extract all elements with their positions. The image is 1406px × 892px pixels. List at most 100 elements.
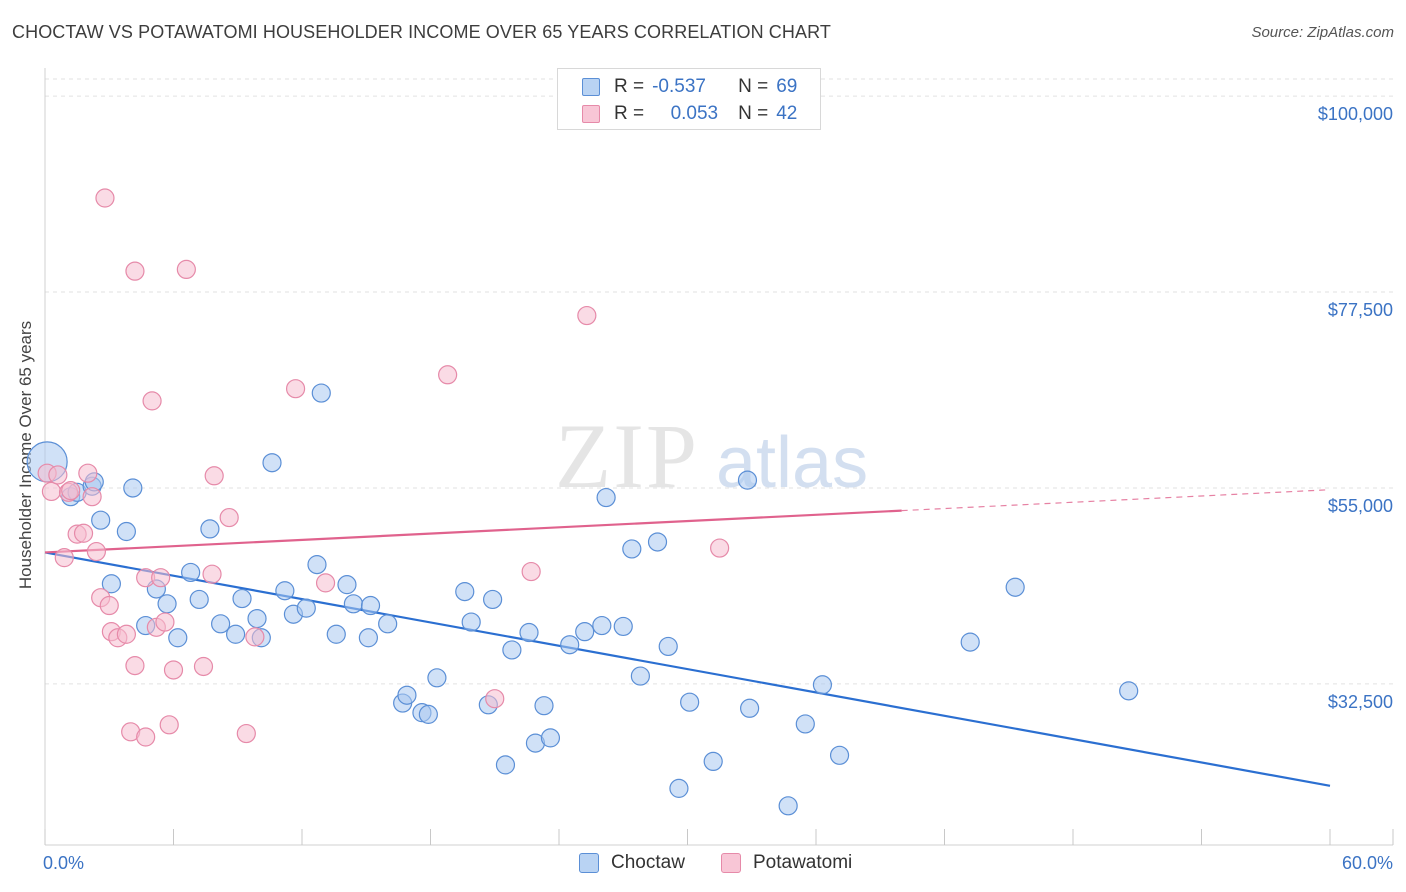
- choctaw-point: [275, 581, 295, 601]
- potawatomi-point: [125, 656, 145, 676]
- choctaw-point: [378, 614, 398, 634]
- series-legend: Choctaw Potawatomi: [0, 852, 1406, 876]
- choctaw-point: [812, 675, 833, 695]
- potawatomi-point: [485, 689, 505, 709]
- choctaw-point: [91, 510, 111, 530]
- choctaw-point: [596, 487, 616, 508]
- choctaw-point: [560, 635, 580, 655]
- choctaw-point: [575, 622, 595, 642]
- choctaw-point: [622, 539, 642, 559]
- x-tick-label-min: 0.0%: [43, 853, 84, 873]
- potawatomi-point: [116, 624, 136, 644]
- choctaw-point: [397, 685, 417, 705]
- choctaw-point: [123, 478, 143, 498]
- potawatomi-point: [193, 656, 214, 677]
- watermark-atlas: atlas: [716, 423, 868, 503]
- choctaw-point: [262, 453, 282, 473]
- n-label: N =: [738, 76, 769, 97]
- potawatomi-point: [438, 365, 458, 385]
- potawatomi-trend-line: [44, 509, 902, 554]
- potawatomi-point: [61, 480, 81, 501]
- choctaw-point: [360, 595, 381, 616]
- n-value: 42: [776, 103, 798, 124]
- choctaw-point: [737, 470, 758, 490]
- choctaw-point: [495, 755, 516, 775]
- potawatomi-point: [710, 538, 730, 558]
- y-tick-labels: $32,500 $55,000 $77,500 $100,000: [1318, 104, 1393, 712]
- potawatomi-trend-extension: [901, 489, 1331, 512]
- potawatomi-point: [204, 466, 224, 486]
- choctaw-point: [519, 622, 539, 643]
- choctaw-point: [455, 582, 475, 602]
- potawatomi-point: [202, 564, 222, 584]
- y-tick-label: $32,500: [1328, 692, 1393, 712]
- choctaw-point: [168, 628, 188, 648]
- choctaw-point: [1005, 577, 1025, 597]
- choctaw-point: [703, 751, 723, 772]
- potawatomi-point: [176, 259, 196, 280]
- r-value: -0.537: [652, 76, 706, 97]
- legend-label-choctaw: Choctaw: [611, 852, 685, 873]
- choctaw-point: [418, 704, 438, 724]
- data-points: [26, 188, 1139, 816]
- n-value: 69: [776, 76, 798, 97]
- choctaw-point: [189, 589, 209, 610]
- correlation-legend: R = -0.537 N = 69 R = 0.053 N = 42: [557, 68, 821, 130]
- potawatomi-swatch: [721, 853, 741, 873]
- potawatomi-point: [78, 463, 98, 483]
- x-tick-label-max: 60.0%: [1342, 853, 1393, 873]
- choctaw-point: [647, 532, 668, 552]
- source-label: Source: ZipAtlas.com: [1251, 24, 1394, 41]
- legend-label-potawatomi: Potawatomi: [753, 852, 853, 873]
- potawatomi-point: [142, 391, 162, 411]
- choctaw-point: [427, 668, 447, 688]
- choctaw-point: [311, 383, 331, 403]
- choctaw-point: [540, 728, 561, 748]
- potawatomi-point: [82, 487, 102, 507]
- legend-row-potawatomi: R = 0.053 N = 42: [582, 102, 797, 126]
- choctaw-point: [211, 614, 231, 634]
- potawatomi-point: [125, 261, 145, 281]
- potawatomi-point: [159, 715, 179, 735]
- choctaw-point: [680, 692, 700, 712]
- choctaw-point: [592, 615, 612, 636]
- choctaw-point: [358, 628, 378, 648]
- x-tick-labels: 0.0% 60.0%: [43, 853, 1393, 873]
- potawatomi-point: [285, 379, 306, 399]
- r-label: R =: [614, 76, 645, 97]
- choctaw-point: [337, 575, 357, 595]
- choctaw-swatch: [579, 853, 599, 873]
- choctaw-point: [116, 521, 136, 542]
- potawatomi-point: [163, 660, 184, 680]
- choctaw-point: [232, 588, 252, 609]
- choctaw-swatch: [582, 78, 600, 96]
- choctaw-point: [200, 519, 220, 539]
- potawatomi-point: [151, 568, 171, 588]
- n-label: N =: [738, 103, 769, 124]
- chart-title: CHOCTAW VS POTAWATOMI HOUSEHOLDER INCOME…: [12, 22, 831, 42]
- potawatomi-point: [48, 465, 68, 485]
- r-value: 0.053: [670, 103, 719, 124]
- potawatomi-point: [236, 723, 256, 744]
- choctaw-point: [778, 796, 798, 816]
- legend-item-choctaw: Choctaw: [579, 852, 685, 874]
- potawatomi-swatch: [582, 105, 600, 123]
- potawatomi-point: [95, 188, 115, 208]
- potawatomi-point: [86, 541, 107, 562]
- choctaw-point: [157, 594, 177, 614]
- choctaw-point: [630, 666, 650, 686]
- choctaw-point: [343, 594, 363, 614]
- potawatomi-point: [245, 627, 265, 647]
- y-tick-label: $77,500: [1328, 300, 1393, 320]
- trend-lines: [44, 489, 1331, 787]
- choctaw-trend-line: [44, 551, 1331, 787]
- watermark-zip: ZIP: [555, 405, 699, 507]
- choctaw-point: [296, 598, 316, 618]
- choctaw-point: [829, 745, 850, 765]
- choctaw-point: [461, 612, 481, 632]
- potawatomi-point: [521, 561, 541, 582]
- choctaw-point: [483, 589, 503, 610]
- potawatomi-point: [155, 612, 175, 632]
- choctaw-point: [658, 636, 678, 657]
